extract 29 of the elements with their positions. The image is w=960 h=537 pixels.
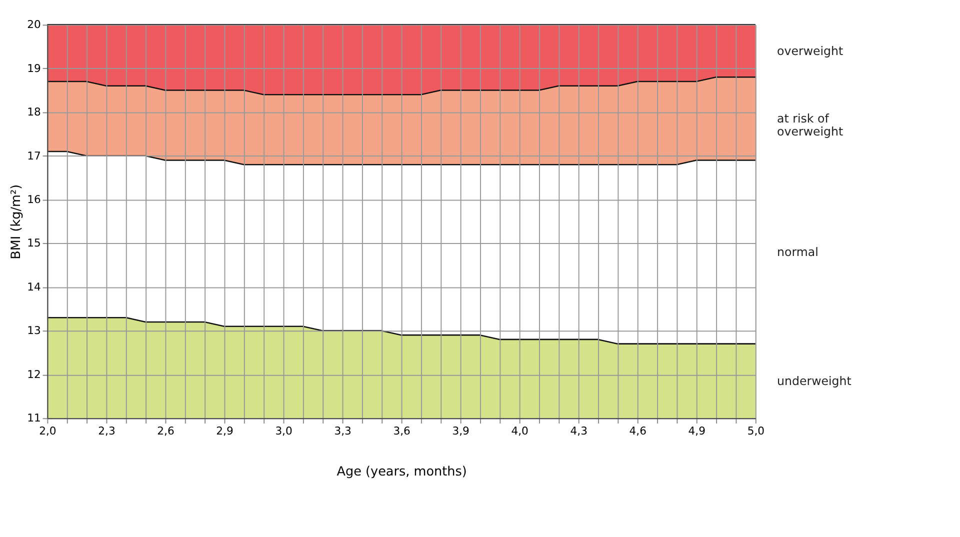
y-tick-label: 20 [27, 18, 41, 32]
y-tick-label: 19 [27, 62, 41, 75]
y-tick-label: 11 [27, 412, 41, 425]
y-tick-label: 18 [27, 106, 41, 119]
y-axis-title: BMI (kg/m²) [9, 184, 24, 260]
series-label: at risk of overweight [777, 112, 844, 138]
x-tick-label: 3,3 [334, 424, 352, 438]
x-tick-label: 4,6 [629, 424, 647, 438]
y-tick-label: 16 [27, 192, 41, 206]
y-tick-label: 15 [27, 236, 41, 250]
x-tick-label: 2,9 [216, 424, 234, 438]
y-tick-label: 17 [27, 149, 41, 162]
series-label: underweight [777, 374, 852, 388]
x-tick-label: 5,0 [747, 424, 765, 438]
x-tick-label: 2,6 [157, 424, 174, 438]
x-tick-label: 4,9 [688, 424, 706, 438]
y-tick-label: 14 [27, 280, 41, 294]
x-tick-label: 2,3 [98, 424, 116, 438]
x-tick-label: 2,0 [39, 424, 56, 438]
x-tick-label: 3,9 [452, 424, 470, 438]
series-label: overweight [777, 44, 844, 58]
y-tick-label: 12 [27, 368, 41, 381]
x-axis-title: Age (years, months) [336, 464, 467, 480]
x-tick-label: 3,6 [393, 424, 411, 438]
x-tick-label: 4,0 [511, 424, 529, 438]
x-tick-label: 3,0 [275, 424, 292, 438]
series-label: normal [777, 244, 818, 259]
y-tick-label: 13 [27, 324, 41, 338]
x-tick-label: 4,3 [570, 424, 588, 438]
